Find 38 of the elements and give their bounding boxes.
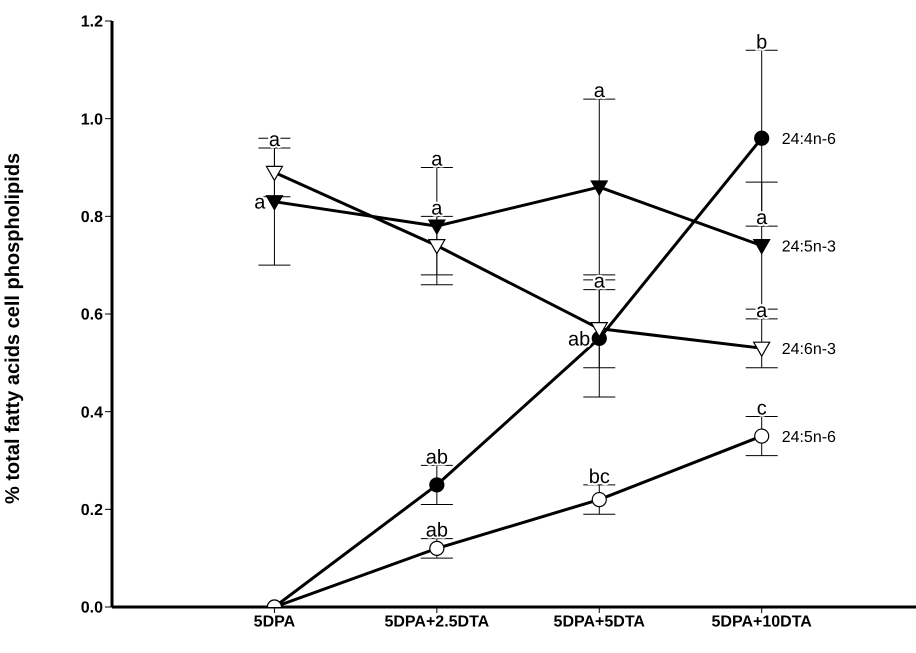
series-label: 24:6n-3 (782, 341, 836, 358)
annotation: b (756, 31, 768, 54)
annotation: a (594, 80, 606, 102)
y-tick-label: 0.4 (80, 404, 104, 422)
y-tick-label: 0.6 (80, 306, 104, 324)
annotation: a (431, 148, 444, 170)
annotation: ab (426, 520, 448, 542)
point (590, 322, 608, 338)
series-label: 24:5n-3 (782, 238, 836, 256)
y-tick-label: 1.0 (80, 111, 104, 128)
point (429, 540, 444, 556)
point (592, 492, 607, 508)
point (754, 428, 770, 444)
series-label: 24:4n-6 (782, 131, 836, 148)
point (428, 239, 446, 254)
point (753, 342, 770, 357)
y-tick-label: 0.0 (80, 600, 104, 617)
point (428, 220, 446, 235)
point (590, 180, 608, 196)
y-axis-title: % total fatty acids cell phospholipids (2, 152, 24, 504)
annotation: ab (568, 328, 590, 350)
y-tick-label: 1.2 (80, 14, 104, 31)
annotation: ab (426, 446, 448, 468)
x-tick-label: 5DPA+10DTA (712, 613, 812, 630)
point (753, 239, 770, 254)
y-tick-label: 0.8 (80, 209, 104, 226)
point (266, 195, 284, 210)
annotation: c (756, 398, 767, 420)
point (429, 477, 444, 493)
annotation: bc (588, 466, 610, 488)
x-tick-label: 5DPA+5DTA (554, 613, 646, 630)
point (754, 130, 770, 146)
point (266, 166, 284, 181)
x-tick-label: 5DPA (254, 613, 296, 630)
series-label: 24:5n-6 (782, 429, 836, 446)
x-tick-label: 5DPA+2.5DTA (384, 613, 490, 630)
annotation: a (254, 192, 266, 214)
y-tick-label: 0.2 (80, 502, 104, 520)
